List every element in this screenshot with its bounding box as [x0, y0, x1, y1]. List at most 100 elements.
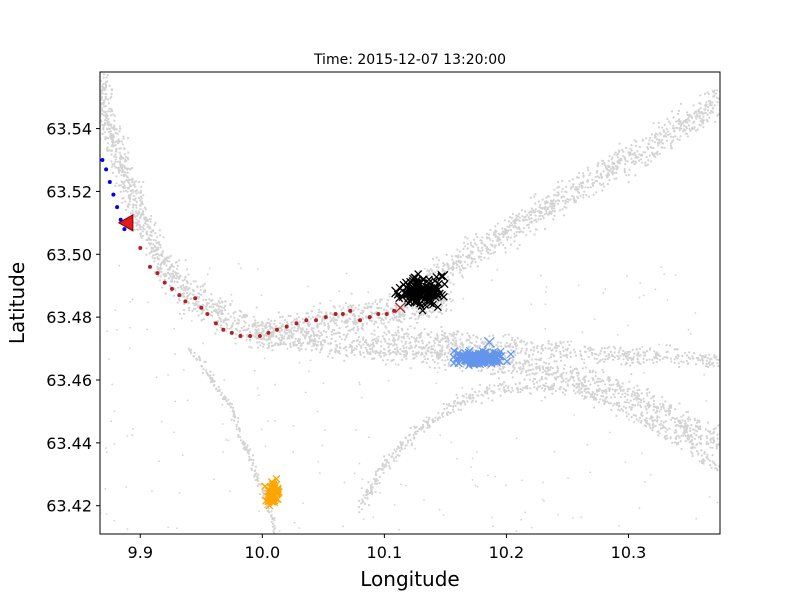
background-point — [652, 122, 655, 125]
background-point — [163, 260, 166, 263]
background-point — [112, 134, 115, 137]
background-point — [569, 365, 572, 368]
background-point — [638, 296, 641, 299]
background-point — [446, 358, 449, 361]
background-point — [526, 387, 529, 390]
background-point — [117, 168, 120, 171]
background-point — [479, 250, 482, 253]
background-point — [310, 318, 312, 320]
background-point — [257, 394, 260, 397]
background-point — [145, 247, 148, 250]
background-point — [712, 365, 715, 368]
background-point — [545, 370, 548, 373]
background-point — [431, 347, 434, 350]
background-point — [338, 290, 341, 293]
background-point — [197, 295, 201, 299]
background-point — [406, 328, 409, 331]
background-point — [578, 183, 581, 186]
background-point — [254, 328, 257, 331]
background-point — [509, 342, 512, 345]
background-point — [123, 153, 126, 156]
background-point — [604, 358, 607, 361]
background-point — [439, 311, 442, 314]
background-point — [295, 344, 298, 347]
background-point — [171, 277, 174, 280]
background-point — [310, 328, 313, 331]
background-point — [134, 185, 137, 188]
background-point — [134, 221, 137, 224]
background-point — [449, 404, 452, 408]
background-point — [200, 364, 203, 368]
background-point — [693, 446, 696, 449]
background-point — [113, 519, 116, 522]
background-point — [503, 232, 506, 236]
background-point — [437, 353, 440, 356]
background-point — [118, 130, 121, 133]
background-point — [382, 359, 385, 362]
background-point — [567, 477, 569, 479]
background-point — [634, 414, 637, 417]
background-point — [221, 312, 224, 315]
background-point — [442, 264, 445, 268]
background-point — [616, 333, 619, 336]
background-point — [508, 226, 511, 229]
background-point — [147, 225, 150, 228]
background-point — [525, 374, 529, 377]
background-point — [602, 371, 605, 374]
background-point — [342, 315, 345, 318]
background-point — [652, 146, 655, 149]
background-point — [164, 257, 167, 260]
background-point — [250, 346, 253, 349]
background-point — [666, 299, 669, 301]
background-point — [372, 350, 375, 353]
background-point — [324, 429, 326, 431]
background-point — [197, 300, 200, 303]
background-point — [298, 349, 301, 352]
background-point — [595, 357, 598, 360]
background-point — [595, 380, 598, 383]
background-point — [492, 392, 495, 395]
background-point — [470, 262, 473, 265]
background-point — [418, 428, 421, 431]
background-point — [701, 362, 705, 365]
background-point — [548, 368, 551, 371]
background-point — [369, 319, 372, 322]
background-point — [338, 331, 341, 334]
background-point — [428, 310, 431, 313]
background-point — [475, 243, 478, 246]
background-point — [330, 330, 333, 333]
background-point — [435, 316, 438, 319]
background-point — [652, 361, 655, 364]
background-point — [254, 323, 257, 326]
background-point — [463, 401, 466, 404]
background-point — [452, 339, 455, 342]
background-point — [195, 303, 198, 306]
background-point — [309, 334, 313, 337]
background-point — [440, 352, 443, 355]
background-point — [107, 130, 110, 134]
background-point — [587, 169, 590, 172]
background-point — [397, 337, 400, 340]
background-point — [163, 273, 166, 276]
background-point — [713, 353, 716, 357]
background-point — [540, 345, 544, 348]
background-point — [586, 387, 589, 390]
background-point — [466, 263, 469, 266]
background-point — [365, 493, 368, 497]
background-point — [641, 452, 643, 455]
background-point — [663, 356, 666, 359]
background-point — [363, 340, 366, 344]
background-point — [532, 353, 535, 356]
background-point — [385, 326, 388, 329]
background-point — [101, 102, 104, 105]
background-point — [436, 371, 439, 374]
background-point — [505, 484, 507, 487]
background-point — [503, 381, 506, 384]
background-point — [135, 214, 139, 217]
background-point — [583, 350, 587, 353]
background-point — [445, 346, 449, 349]
background-point — [611, 161, 614, 164]
background-point — [266, 338, 269, 341]
background-point — [481, 249, 484, 252]
